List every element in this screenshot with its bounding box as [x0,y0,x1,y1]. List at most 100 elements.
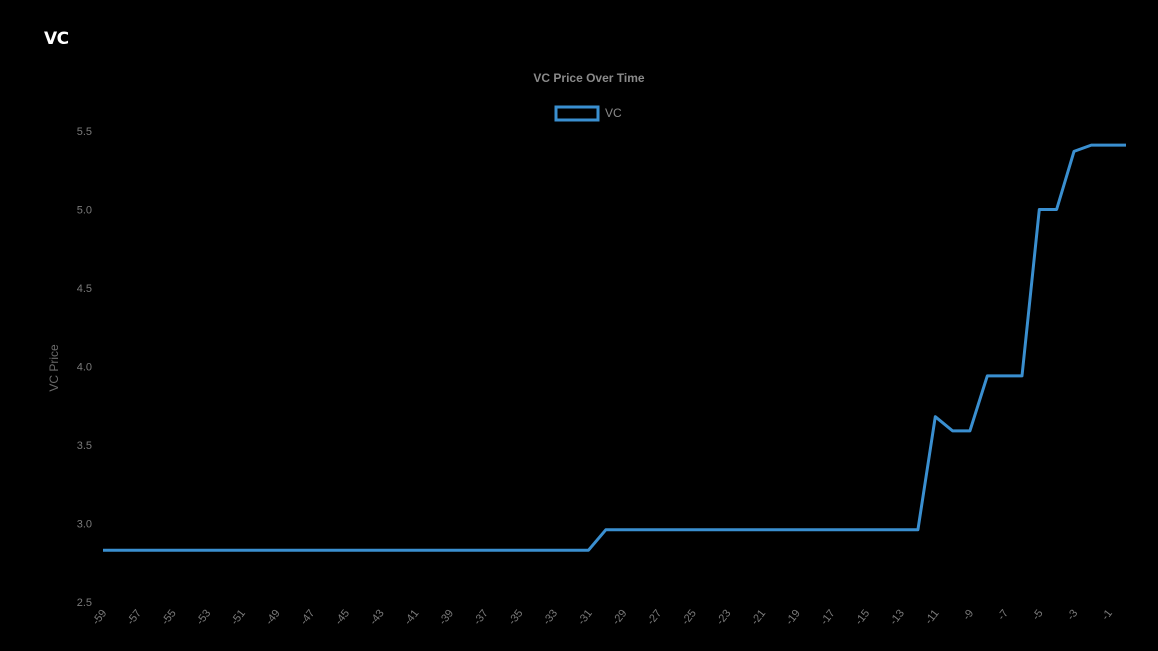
data-point[interactable] [879,526,887,534]
legend-swatch-vc[interactable] [554,105,600,122]
x-tick-label: -5 [1030,607,1045,622]
data-point[interactable] [394,546,402,554]
x-tick-label: -35 [506,607,525,627]
data-point[interactable] [1035,206,1043,214]
x-tick-label: -13 [888,607,907,627]
x-tick-label: -25 [680,607,699,627]
data-point[interactable] [498,546,506,554]
x-tick-label: -41 [402,607,421,627]
data-point[interactable] [342,546,350,554]
data-point[interactable] [671,526,679,534]
data-point[interactable] [1122,141,1130,149]
data-point[interactable] [376,546,384,554]
data-point[interactable] [116,546,124,554]
x-tick-label: -43 [368,607,387,627]
x-tick-label: -57 [125,607,144,627]
x-tick-label: -27 [645,607,664,627]
data-point[interactable] [793,526,801,534]
data-point[interactable] [238,546,246,554]
data-point[interactable] [359,546,367,554]
legend-label-vc: VC [605,106,622,120]
x-tick-label: -7 [996,607,1011,622]
y-axis-ticks: 2.5 3.0 3.5 4.0 4.5 5.0 5.5 [77,126,92,609]
data-point[interactable] [949,427,957,435]
data-point[interactable] [602,526,610,534]
data-point[interactable] [741,526,749,534]
data-point[interactable] [411,546,419,554]
data-point[interactable] [550,546,558,554]
x-tick-label: -47 [298,607,317,627]
x-tick-label: -3 [1065,607,1080,622]
data-point[interactable] [983,372,991,380]
x-tick-label: -21 [749,607,768,627]
data-point[interactable] [1087,141,1095,149]
data-point[interactable] [619,526,627,534]
data-point[interactable] [775,526,783,534]
x-tick-label: -11 [923,607,942,626]
x-tick-label: -39 [437,607,456,627]
data-point[interactable] [151,546,159,554]
data-point[interactable] [1070,147,1078,155]
data-point[interactable] [723,526,731,534]
data-point[interactable] [654,526,662,534]
x-tick-label: -19 [784,607,803,627]
data-point[interactable] [463,546,471,554]
data-point[interactable] [1001,372,1009,380]
data-point[interactable] [845,526,853,534]
x-tick-label: -33 [541,607,560,627]
data-point[interactable] [290,546,298,554]
data-point[interactable] [706,526,714,534]
data-point[interactable] [689,526,697,534]
data-point[interactable] [533,546,541,554]
data-point[interactable] [585,546,593,554]
data-point[interactable] [966,427,974,435]
y-tick-label: 2.5 [77,597,92,609]
data-point[interactable] [810,526,818,534]
x-tick-label: -23 [714,607,733,627]
data-point[interactable] [1053,206,1061,214]
data-point[interactable] [220,546,228,554]
data-point[interactable] [272,546,280,554]
app-title: VC [44,29,69,49]
series-line-vc[interactable] [103,143,1126,552]
data-point[interactable] [827,526,835,534]
x-tick-label: -53 [194,607,213,627]
data-point[interactable] [203,546,211,554]
data-point[interactable] [758,526,766,534]
data-point[interactable] [307,546,315,554]
data-point[interactable] [324,546,332,554]
data-point[interactable] [168,546,176,554]
x-tick-label: -9 [961,607,976,622]
data-point[interactable] [914,526,922,534]
y-tick-label: 3.0 [77,519,92,531]
series-group [99,141,1130,554]
x-tick-label: -45 [333,607,352,627]
data-point[interactable] [255,546,263,554]
data-point[interactable] [134,546,142,554]
x-tick-label: -55 [159,607,178,627]
data-point[interactable] [931,413,939,421]
data-point[interactable] [862,526,870,534]
y-tick-label: 4.0 [77,362,92,374]
chart-title: VC Price Over Time [533,71,644,85]
data-point[interactable] [1018,372,1026,380]
legend[interactable]: VC [554,105,622,122]
x-tick-label: -51 [229,607,248,627]
y-tick-label: 5.0 [77,205,92,217]
data-point[interactable] [567,546,575,554]
x-tick-label: -31 [576,607,595,627]
data-point[interactable] [446,546,454,554]
data-point[interactable] [428,546,436,554]
data-point[interactable] [897,526,905,534]
data-point[interactable] [481,546,489,554]
data-point[interactable] [99,546,107,554]
x-tick-label: -29 [610,607,629,627]
x-tick-label: -15 [853,607,872,627]
x-tick-label: -59 [90,607,109,627]
data-point[interactable] [1105,141,1113,149]
y-tick-label: 3.5 [77,440,92,452]
data-point[interactable] [515,546,523,554]
data-point[interactable] [186,546,194,554]
data-point[interactable] [637,526,645,534]
